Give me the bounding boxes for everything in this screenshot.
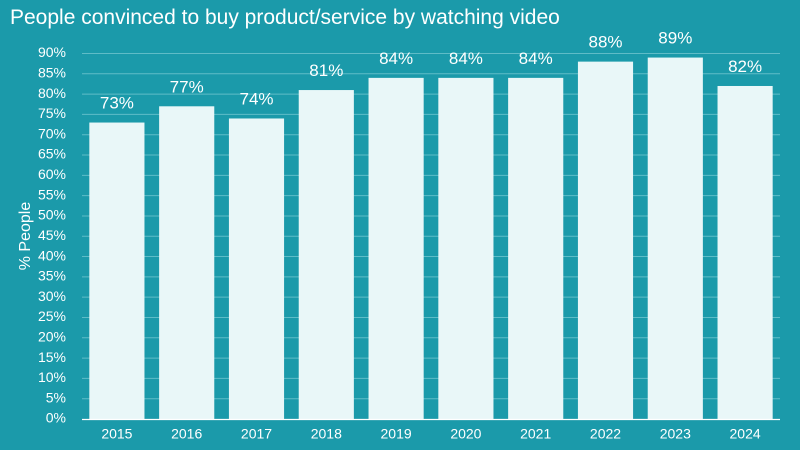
y-tick-label: 75% [38,105,66,121]
data-label-2015: 73% [100,94,134,113]
x-tick-label-2015: 2015 [101,426,132,442]
x-tick-label-2016: 2016 [171,426,202,442]
bar-2017 [228,118,285,419]
data-labels: 73% 77% 74% 81% 84% 84% 84% 88% 89% 82% [100,29,762,113]
bar-2020 [438,77,494,419]
x-tick-label-2023: 2023 [660,426,691,442]
y-tick-label: 55% [38,186,66,202]
y-tick-label: 65% [38,146,66,162]
x-tick-label-2021: 2021 [520,426,551,442]
bar-2023 [647,57,703,420]
y-tick-label: 15% [38,349,66,365]
y-tick-label: 10% [38,369,66,385]
chart-title: People convinced to buy product/service … [10,6,560,29]
y-tick-label: 70% [38,125,66,141]
data-label-2021: 84% [519,49,553,68]
bar-2018 [298,90,354,420]
y-tick-label: 80% [38,85,66,101]
data-label-2018: 81% [309,61,343,80]
y-tick-label: 25% [38,308,66,324]
x-tick-label-2022: 2022 [590,426,621,442]
y-tick-label: 0% [46,410,66,426]
data-label-2019: 84% [379,49,413,68]
data-label-2017: 74% [239,89,273,108]
y-tick-label: 30% [38,288,66,304]
bar-2016 [159,106,215,420]
data-label-2024: 82% [728,57,762,76]
y-tick-label: 35% [38,268,66,284]
data-label-2016: 77% [170,77,204,96]
y-tick-label: 45% [38,227,66,243]
bar-2022 [577,61,634,419]
data-label-2022: 88% [588,33,622,52]
x-tick-label-2019: 2019 [381,426,412,442]
data-label-2023: 89% [658,29,692,48]
y-axis: 0% 5% 10% 15% 20% 25% 30% 35% 40% 45% 50% 55% 60% 65%… [38,44,66,426]
bars [89,57,773,420]
y-tick-label: 40% [38,247,66,263]
y-tick-label: 20% [38,328,66,344]
bar-2024 [717,85,773,419]
x-tick-label-2024: 2024 [730,426,761,442]
y-tick-label: 85% [38,65,66,81]
y-tick-label: 5% [46,389,66,405]
x-tick-label-2020: 2020 [450,426,481,442]
x-tick-label-2018: 2018 [311,426,342,442]
bar-2021 [508,77,564,419]
y-tick-label: 60% [38,166,66,182]
bar-2015 [89,122,145,420]
y-axis-label: % People [17,202,34,271]
bar-2019 [368,77,424,419]
data-label-2020: 84% [449,49,483,68]
x-tick-label-2017: 2017 [241,426,272,442]
x-axis: 2015 2016 2017 2018 2019 2020 2021 2022 2023 2024 [82,418,780,442]
y-tick-label: 90% [38,44,66,60]
y-tick-label: 50% [38,207,66,223]
